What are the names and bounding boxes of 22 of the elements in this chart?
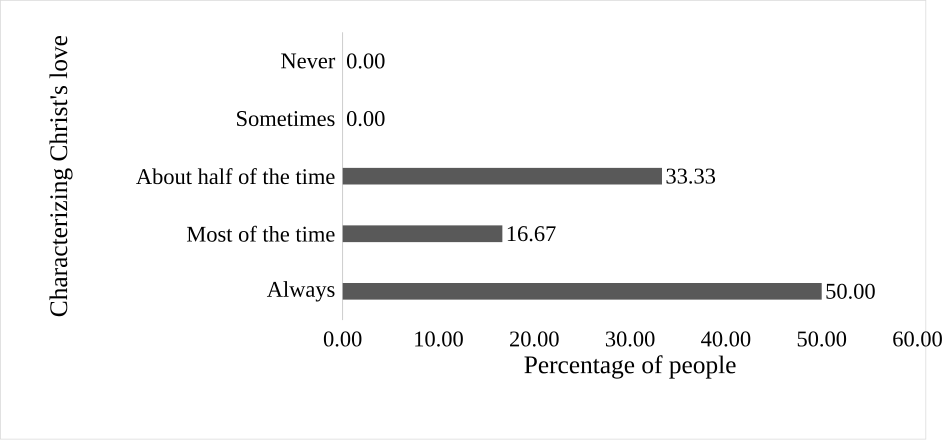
y-tick-label: About half of the time	[136, 168, 335, 184]
bar	[342, 168, 662, 185]
data-label: 33.33	[666, 168, 716, 184]
x-tick-label: 0.00	[324, 332, 362, 347]
x-tick-label: 10.00	[415, 332, 463, 347]
y-axis-title: Characterizing Christ's love	[49, 36, 73, 316]
x-tick-label: 30.00	[606, 332, 654, 347]
x-tick-label: 40.00	[701, 332, 750, 347]
data-label: 16.67	[508, 226, 556, 242]
y-tick-label: Most of the time	[186, 226, 335, 242]
bar	[342, 283, 822, 300]
y-tick-label: Sometimes	[237, 111, 335, 126]
x-tick-label: 60.00	[893, 332, 942, 347]
y-tick-label: Always	[266, 281, 334, 302]
bar	[342, 226, 502, 242]
data-label: 50.00	[826, 284, 875, 300]
y-tick-label: Never	[281, 54, 336, 69]
x-tick-label: 20.00	[510, 332, 559, 347]
x-tick-label: 50.00	[798, 332, 846, 347]
x-axis-title: Percentage of people	[524, 356, 736, 379]
data-label: 0.00	[346, 54, 385, 69]
data-label: 0.00	[346, 111, 385, 126]
